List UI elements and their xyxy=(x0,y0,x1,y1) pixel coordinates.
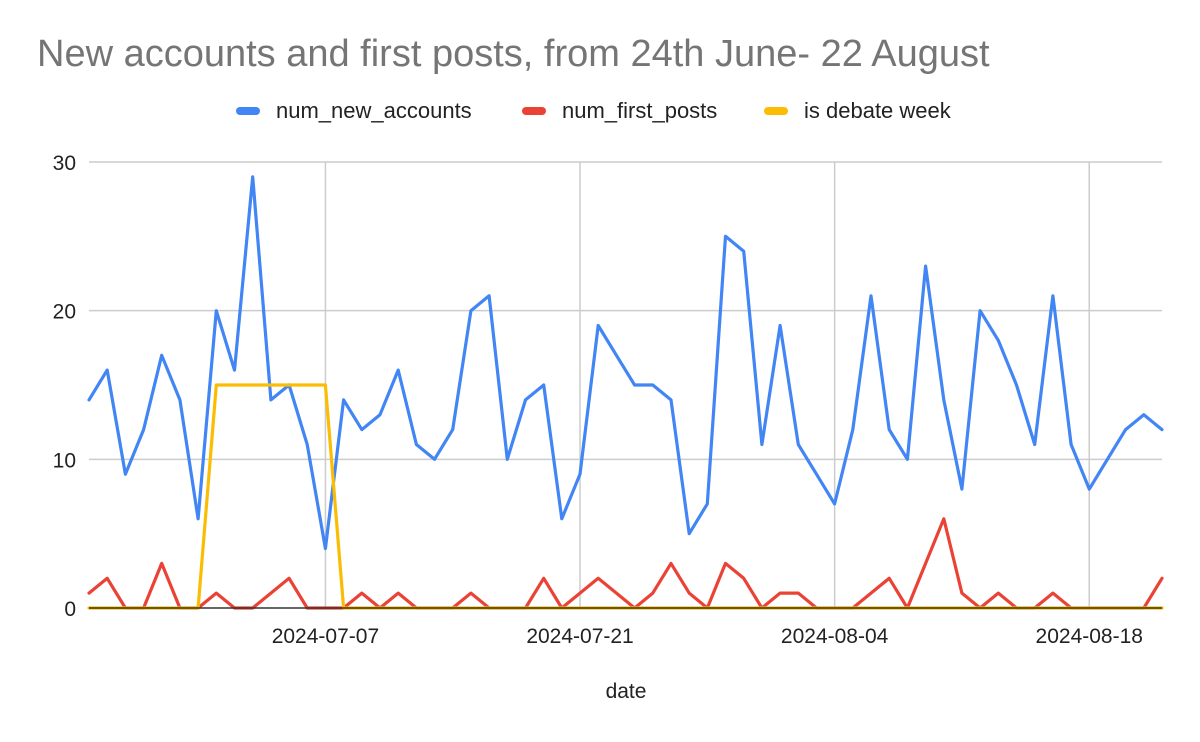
x-tick-label: 2024-08-04 xyxy=(781,625,889,648)
y-tick-label: 20 xyxy=(53,301,76,324)
chart-title: New accounts and first posts, from 24th … xyxy=(37,33,990,75)
x-tick-label: 2024-08-18 xyxy=(1036,625,1143,648)
y-tick-label: 30 xyxy=(53,152,76,175)
legend-swatch-icon xyxy=(764,107,788,115)
x-tick-label: 2024-07-07 xyxy=(272,625,379,648)
legend-item-num-new-accounts[interactable]: num_new_accounts xyxy=(236,98,472,124)
series-line-is-debate-week xyxy=(87,383,1164,610)
x-tick-label: 2024-07-21 xyxy=(526,625,633,648)
y-tick-label: 10 xyxy=(53,449,76,472)
series-line-num-new-accounts xyxy=(87,175,1164,551)
series-line-num-first-posts xyxy=(87,517,1164,610)
axes: 0 10 20 30 2024-07-07 2024-07-21 2024-08-04 202… xyxy=(53,152,1162,648)
y-tick-label: 0 xyxy=(64,598,76,621)
legend: num_new_accounts num_first_posts is deba… xyxy=(0,98,1200,128)
series-lines xyxy=(87,175,1164,610)
legend-label: num_new_accounts xyxy=(276,98,472,123)
legend-label: is debate week xyxy=(804,98,951,123)
legend-label: num_first_posts xyxy=(562,98,718,123)
legend-item-num-first-posts[interactable]: num_first_posts xyxy=(522,98,717,124)
x-axis-title: date xyxy=(606,680,647,703)
legend-swatch-icon xyxy=(522,107,546,115)
legend-item-is-debate-week[interactable]: is debate week xyxy=(764,98,951,124)
legend-swatch-icon xyxy=(236,107,260,115)
